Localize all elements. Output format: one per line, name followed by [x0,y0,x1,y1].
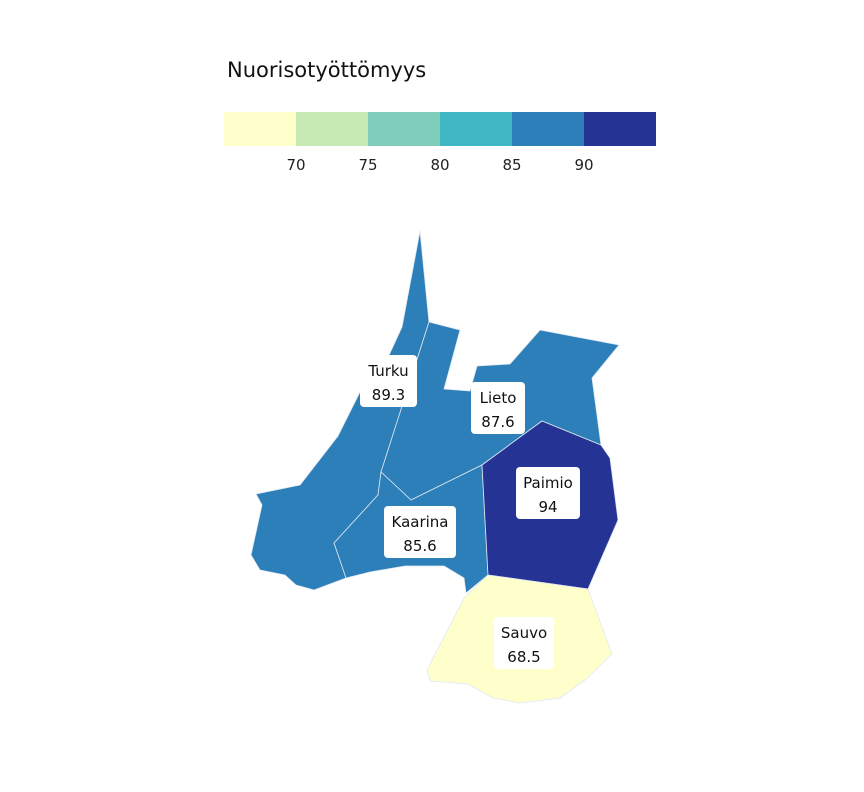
label-box [384,506,456,558]
label-box [360,355,417,407]
region-value: 85.6 [403,537,436,555]
legend-tick-90: 90 [574,156,593,174]
region-name: Turku [367,362,408,380]
legend-bin [296,112,368,146]
region-labels: Turku 89.3 Lieto 87.6 Kaarina 85.6 Paimi… [360,355,580,669]
region-value: 87.6 [481,413,514,431]
label-box [471,382,525,434]
region-name: Kaarina [392,513,449,531]
legend-bin [440,112,512,146]
legend-tick-70: 70 [286,156,305,174]
region-name: Lieto [480,389,517,407]
region-value: 68.5 [507,648,540,666]
region-name: Paimio [523,474,573,492]
legend-ticks: 70 75 80 85 90 [286,156,593,174]
label-kaarina: Kaarina 85.6 [384,506,456,558]
label-sauvo: Sauvo 68.5 [494,617,554,669]
legend-bin [224,112,296,146]
legend: Nuorisotyöttömyys 70 75 80 85 90 [224,58,656,174]
legend-tick-80: 80 [430,156,449,174]
legend-bin [368,112,440,146]
legend-color-bins [224,112,656,146]
legend-bin [512,112,584,146]
label-paimio: Paimio 94 [516,467,580,519]
legend-bin [584,112,656,146]
label-turku: Turku 89.3 [360,355,417,407]
legend-tick-85: 85 [502,156,521,174]
label-lieto: Lieto 87.6 [471,382,525,434]
legend-title: Nuorisotyöttömyys [227,58,426,82]
region-name: Sauvo [501,624,547,642]
label-box [516,467,580,519]
region-value: 94 [538,498,557,516]
legend-tick-75: 75 [358,156,377,174]
label-box [494,617,554,669]
region-value: 89.3 [372,386,405,404]
